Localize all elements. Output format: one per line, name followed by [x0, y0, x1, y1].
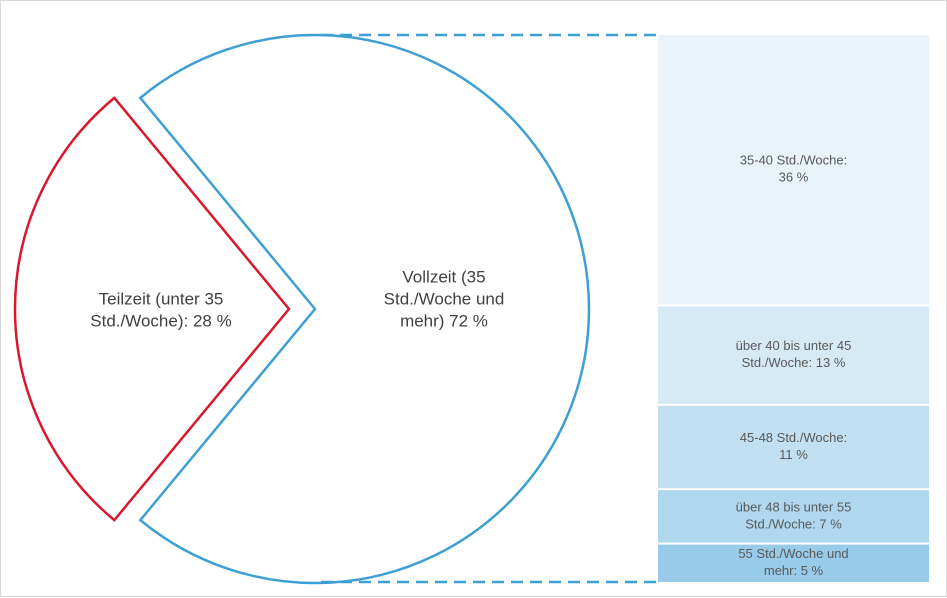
breakdown-segment-label-line: mehr: 5 % [764, 563, 824, 578]
breakdown-segment-label-line: 55 Std./Woche und [738, 546, 848, 561]
pie-slice-teilzeit [13, 96, 291, 522]
breakdown-bar-segment [658, 405, 929, 489]
breakdown-segment-label-line: Std./Woche: 7 % [745, 516, 842, 531]
breakdown-segment-label-line: über 40 bis unter 45 [736, 338, 852, 353]
breakdown-segment-label-line: 11 % [779, 447, 808, 462]
breakdown-bar-segment [658, 490, 929, 543]
breakdown-segment-label-line: 35-40 Std./Woche: [740, 153, 847, 168]
pie-label-vollzeit-line: Std./Woche und [384, 289, 505, 308]
breakdown-segment-label: 55 Std./Woche und mehr: 5 % [738, 546, 848, 578]
pie-label-teilzeit: Teilzeit (unter 35 Std./Woche): 28 % [90, 289, 231, 330]
pie-label-vollzeit-line: Vollzeit (35 [402, 267, 485, 286]
breakdown-segment-label-line: Std./Woche: 13 % [742, 355, 846, 370]
pie-label-teilzeit-line: Teilzeit (unter 35 [99, 289, 224, 308]
breakdown-segment-label: 45-48 Std./Woche: 11 % [740, 430, 847, 462]
pie-label-vollzeit: Vollzeit (35 Std./Woche und mehr) 72 % [384, 267, 505, 330]
pie-slice-vollzeit [138, 33, 591, 585]
pie-label-teilzeit-line: Std./Woche): 28 % [90, 311, 231, 330]
breakdown-segment-label-line: über 48 bis unter 55 [736, 499, 852, 514]
breakdown-bar-segment [658, 544, 929, 582]
breakdown-bar-segment [658, 35, 929, 305]
breakdown-bar-segment [658, 306, 929, 404]
breakdown-segment-label: über 40 bis unter 45 Std./Woche: 13 % [736, 338, 852, 370]
breakdown-segment-label: 35-40 Std./Woche: 36 % [740, 153, 847, 185]
breakdown-segment-label: über 48 bis unter 55 Std./Woche: 7 % [736, 499, 852, 531]
breakdown-segment-label-line: 36 % [779, 170, 809, 185]
breakdown-segment-label-line: 45-48 Std./Woche: [740, 430, 847, 445]
pie-label-vollzeit-line: mehr) 72 % [400, 311, 488, 330]
